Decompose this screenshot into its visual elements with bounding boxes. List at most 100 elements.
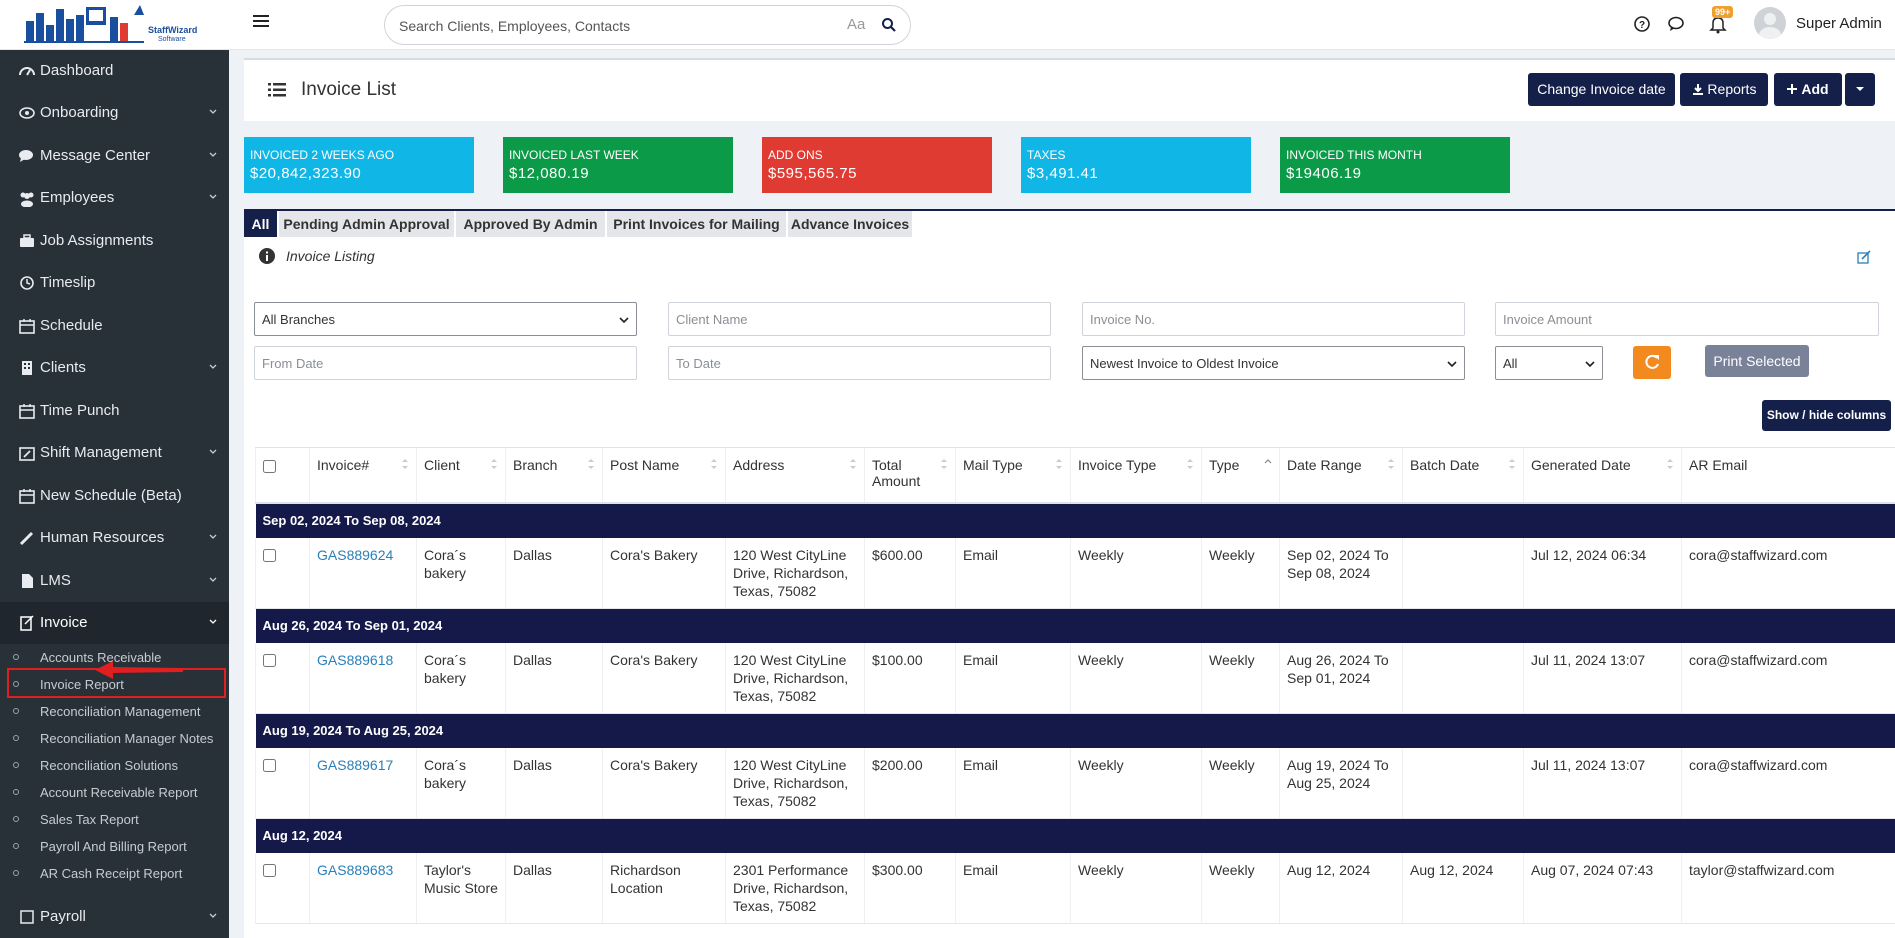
add-dropdown-button[interactable] [1845,73,1875,106]
invoice-no-input[interactable] [1082,302,1465,336]
sort-icon[interactable] [849,458,857,470]
sidebar-item-payroll[interactable]: Payroll [0,896,229,938]
sidebar-item-timeslip[interactable]: Timeslip [0,262,229,304]
column-header[interactable]: Mail Type [955,447,1071,504]
column-header[interactable]: AR Email [1681,447,1895,504]
tab-all[interactable]: All [244,211,278,237]
help-icon[interactable]: ? [1631,13,1653,35]
invoice-link[interactable]: GAS889683 [317,861,394,878]
column-header[interactable]: Batch Date [1402,447,1524,504]
row-checkbox[interactable] [263,863,276,877]
avatar[interactable] [1754,7,1786,39]
sidebar-item-invoice[interactable]: Invoice [0,602,229,644]
column-header[interactable]: Date Range [1279,447,1403,504]
sidebar-subitem-reconciliation-management[interactable]: Reconciliation Management [0,698,229,725]
invoice-link[interactable]: GAS889624 [317,546,394,563]
svg-text:?: ? [1639,20,1645,31]
column-header[interactable]: Type [1201,447,1280,504]
sort-icon[interactable] [587,458,595,470]
sidebar-item-employees[interactable]: Employees [0,177,229,219]
column-header[interactable]: Address [725,447,865,504]
row-checkbox[interactable] [263,758,276,772]
sort-icon[interactable] [490,458,498,470]
tab-approved-by-admin[interactable]: Approved By Admin [456,211,606,237]
invoice-amount-input[interactable] [1495,302,1879,336]
sort-icon[interactable] [401,458,409,470]
column-header-label: Branch [513,457,558,473]
sidebar-subitem-reconciliation-solutions[interactable]: Reconciliation Solutions [0,752,229,779]
sidebar-item-dashboard[interactable]: Dashboard [0,50,229,92]
to-date-input[interactable] [668,346,1051,380]
reset-filters-button[interactable] [1633,346,1671,379]
sidebar-item-lms[interactable]: LMS [0,560,229,602]
sort-asc-icon[interactable] [1264,458,1272,470]
column-header[interactable]: Total Amount [864,447,956,504]
change-invoice-date-button[interactable]: Change Invoice date [1528,73,1675,106]
reports-button[interactable]: Reports [1680,73,1768,106]
chevron-down-icon [619,317,629,324]
column-header[interactable]: Client [416,447,506,504]
sidebar-item-schedule[interactable]: Schedule [0,305,229,347]
font-size-toggle[interactable]: Aa [847,16,866,33]
sidebar-item-onboarding[interactable]: Onboarding [0,92,229,134]
invoice-link[interactable]: GAS889617 [317,756,394,773]
sidebar-subitem-invoice-report[interactable]: Invoice Report [0,671,229,698]
column-header[interactable]: Branch [505,447,603,504]
sidebar-item-message-center[interactable]: Message Center [0,135,229,177]
sidebar-subitem-reconciliation-manager-notes[interactable]: Reconciliation Manager Notes [0,725,229,752]
sidebar-item-clients[interactable]: Clients [0,347,229,389]
column-header[interactable]: Invoice# [309,447,417,504]
select-all-checkbox[interactable] [263,460,276,473]
sidebar-subitem-ar-cash-receipt-report[interactable]: AR Cash Receipt Report [0,860,229,887]
table-cell: Jul 11, 2024 13:07 [1523,747,1682,819]
sort-icon[interactable] [1186,458,1194,470]
sidebar-subitem-accounts-receivable[interactable]: Accounts Receivable [0,644,229,671]
sidebar-item-label: Payroll [40,908,86,925]
invoice-link[interactable]: GAS889618 [317,651,394,668]
tab-print-invoices-for-mailing[interactable]: Print Invoices for Mailing [607,211,787,237]
sidebar-item-new-schedule[interactable]: New Schedule (Beta) [0,475,229,517]
bell-icon[interactable] [1707,13,1729,35]
sidebar-subitem-sales-tax-report[interactable]: Sales Tax Report [0,806,229,833]
sidebar-subitem-account-receivable-report[interactable]: Account Receivable Report [0,779,229,806]
staffwizard-logo[interactable]: StaffWizard Software [24,3,204,47]
row-checkbox[interactable] [263,548,276,562]
sidebar-item-time-punch[interactable]: Time Punch [0,390,229,432]
column-header[interactable]: Invoice Type [1070,447,1202,504]
stat-label: INVOICED LAST WEEK [509,148,639,162]
sort-icon[interactable] [1666,458,1674,470]
bullet-icon [13,654,19,660]
edit-icon[interactable] [1857,250,1871,264]
column-header[interactable]: Generated Date [1523,447,1682,504]
print-selected-button[interactable]: Print Selected [1705,345,1809,377]
chevron-down-icon [209,152,217,157]
client-name-input[interactable] [668,302,1051,336]
chat-bubbles-icon [19,150,33,162]
search-icon[interactable] [881,17,897,33]
sort-icon[interactable] [1387,458,1395,470]
sort-icon[interactable] [940,458,948,470]
tab-advance-invoices[interactable]: Advance Invoices [788,211,913,237]
tab-pending-admin-approval[interactable]: Pending Admin Approval [279,211,455,237]
column-header[interactable]: Post Name [602,447,726,504]
menu-toggle-icon[interactable] [252,12,276,36]
status-select[interactable]: All [1495,346,1603,380]
sidebar-item-shift-management[interactable]: Shift Management [0,432,229,474]
sort-icon[interactable] [1055,458,1063,470]
row-checkbox[interactable] [263,653,276,667]
search-input[interactable] [399,14,829,38]
sort-select[interactable]: Newest Invoice to Oldest Invoice [1082,346,1465,380]
branch-select[interactable]: All Branches [254,302,637,336]
user-name[interactable]: Super Admin [1796,15,1882,32]
from-date-input[interactable] [254,346,637,380]
sort-icon[interactable] [710,458,718,470]
sidebar-subitem-label: Account Receivable Report [40,785,198,800]
add-button[interactable]: Add [1774,73,1842,106]
sort-icon[interactable] [1508,458,1516,470]
sidebar-subitem-label: Payroll And Billing Report [40,839,187,854]
sidebar-item-job-assignments[interactable]: Job Assignments [0,220,229,262]
sidebar-item-human-resources[interactable]: Human Resources [0,517,229,559]
chat-icon[interactable] [1665,13,1687,35]
sidebar-subitem-payroll-and-billing-report[interactable]: Payroll And Billing Report [0,833,229,860]
show-hide-columns-button[interactable]: Show / hide columns [1762,400,1891,431]
